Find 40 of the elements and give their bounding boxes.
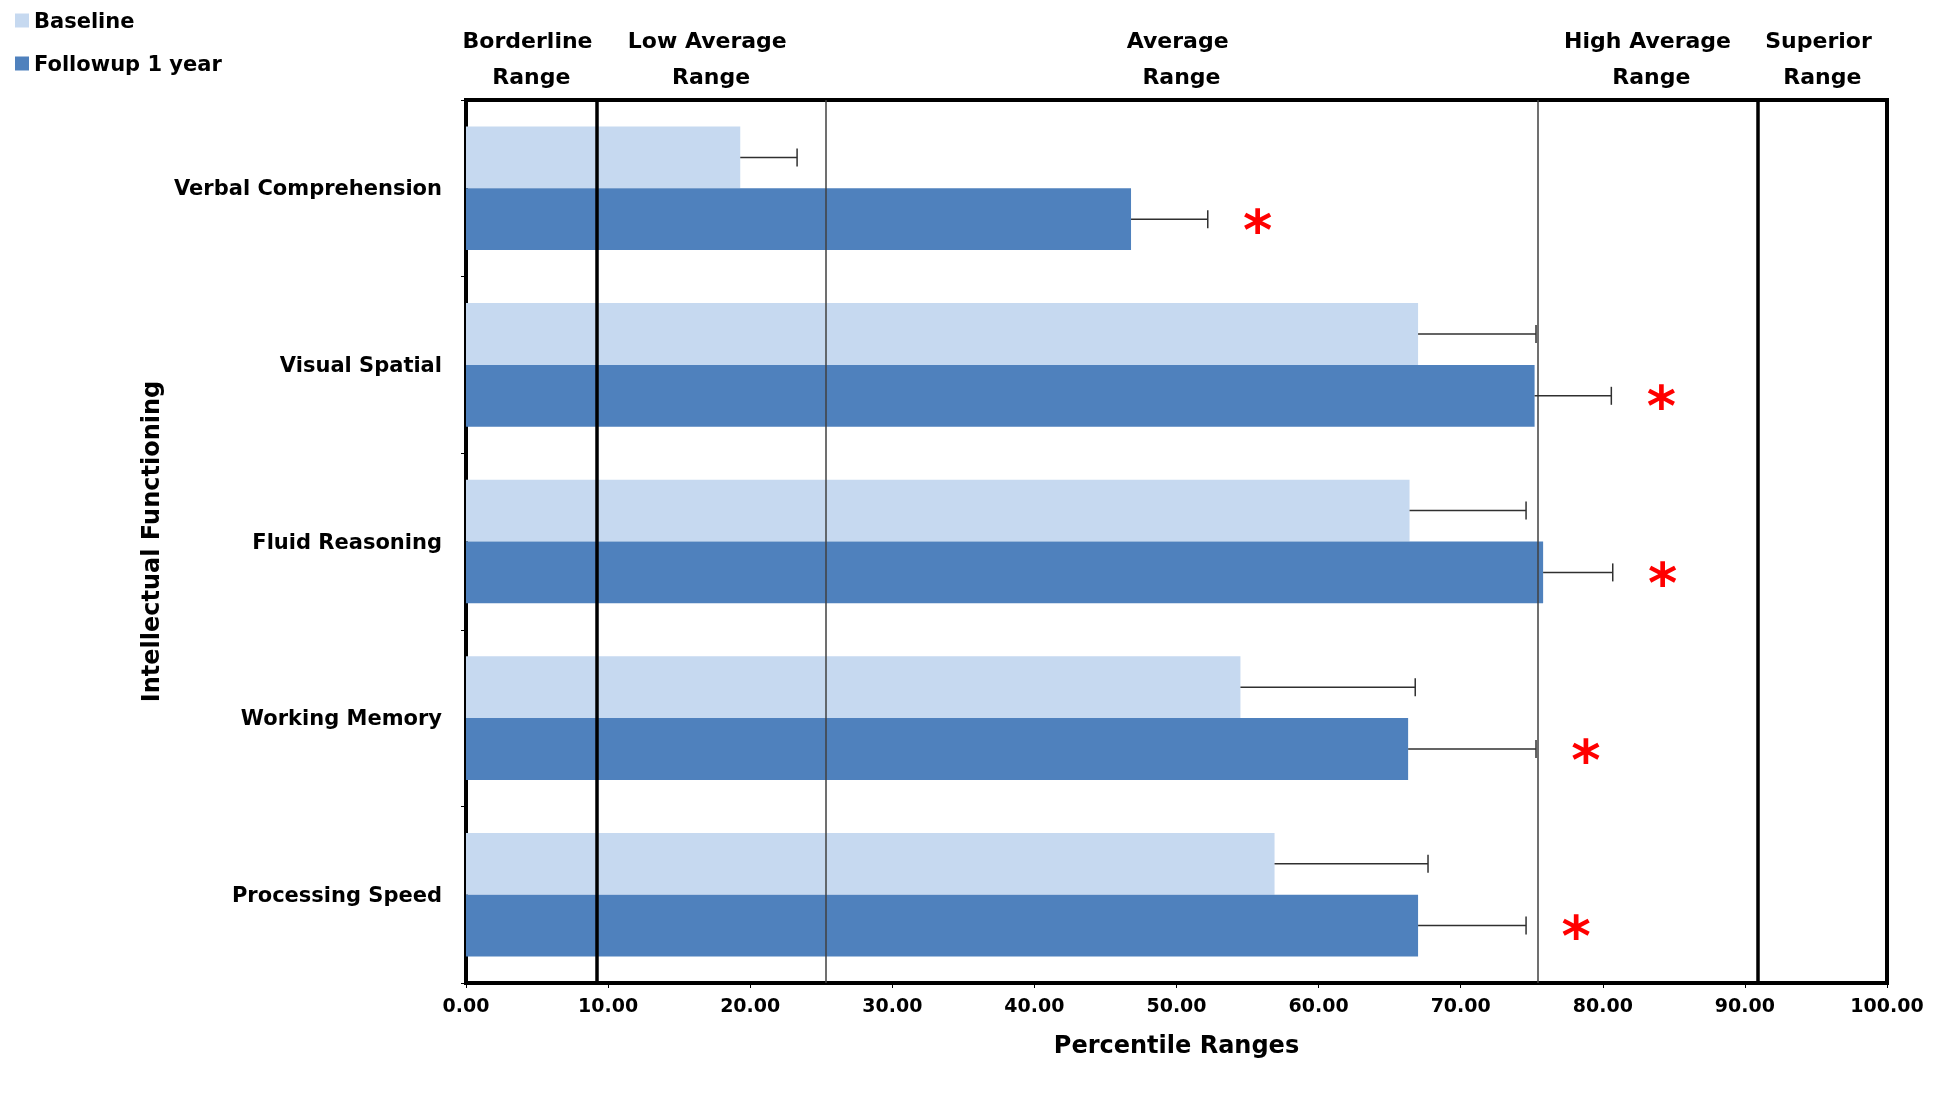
legend-label: Baseline (34, 8, 135, 33)
bar (466, 832, 1275, 895)
x-tick-label: 100.00 (1850, 993, 1924, 1016)
x-tick-label: 30.00 (862, 993, 923, 1016)
x-axis-title: Percentile Ranges (1053, 1031, 1300, 1059)
x-tick-label: 90.00 (1714, 993, 1775, 1016)
x-tick-label: 50.00 (1146, 993, 1207, 1016)
text: Borderline Range (462, 27, 601, 89)
bar (466, 656, 1241, 719)
x-tick-label: 60.00 (1288, 993, 1349, 1016)
bar (466, 126, 741, 189)
annotation: * (1648, 549, 1678, 615)
x-tick-label: 40.00 (1004, 993, 1065, 1016)
bar (466, 541, 1544, 604)
annotation: * (1243, 196, 1273, 262)
bar (466, 718, 1409, 780)
bar (466, 894, 1419, 957)
x-tick-label: 10.00 (578, 993, 639, 1016)
text: High Average Range (1564, 27, 1732, 89)
x-tick-label: 20.00 (720, 993, 781, 1016)
legend-label: Followup 1 year (34, 51, 223, 76)
bar (466, 364, 1535, 427)
text: Superior Range (1765, 27, 1880, 89)
annotation: * (1561, 903, 1591, 969)
bar (466, 303, 1419, 365)
y-tick-label: Processing Speed (231, 882, 442, 907)
y-tick-label: Visual Spatial (279, 352, 442, 377)
y-tick-label: Verbal Comprehension (174, 176, 442, 201)
y-tick-label: Working Memory (240, 706, 443, 731)
text: Average Range (1126, 27, 1237, 89)
text: Low Average Range (627, 27, 795, 89)
x-tick-label: 70.00 (1430, 993, 1491, 1016)
y-tick-label: Fluid Reasoning (252, 529, 442, 554)
annotation: * (1646, 373, 1676, 439)
x-tick-label: 80.00 (1572, 993, 1633, 1016)
x-tick-label: 0.00 (442, 993, 490, 1016)
annotation: * (1571, 726, 1601, 792)
y-axis-title: Intellectual Functioning (137, 380, 166, 703)
bar (466, 479, 1410, 542)
bar (466, 188, 1132, 251)
